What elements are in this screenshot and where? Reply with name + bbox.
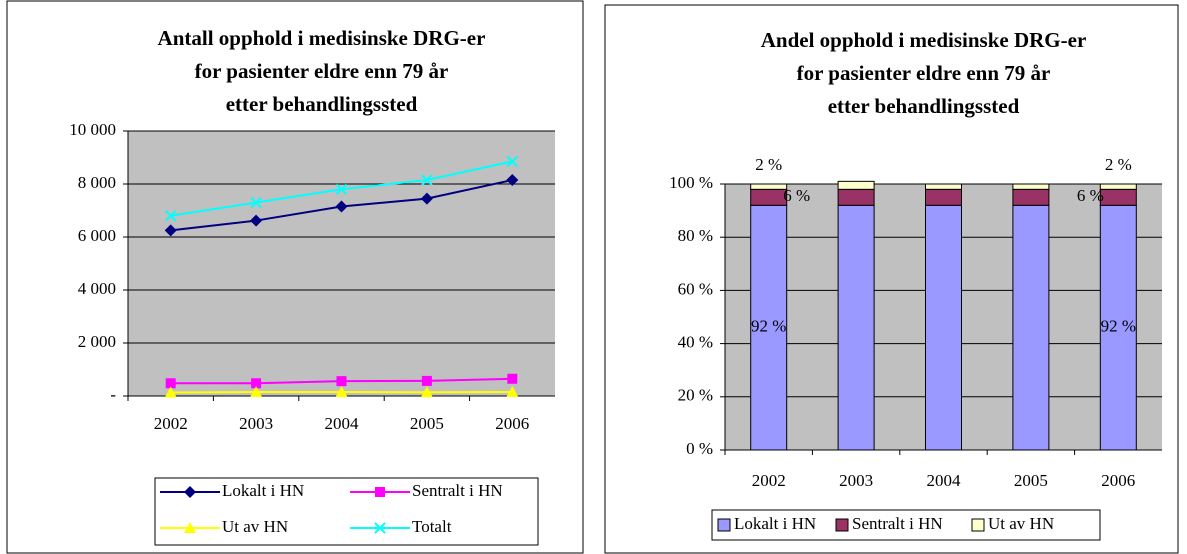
bar-segment [750, 204, 788, 451]
legend-label: Ut av HN [222, 517, 288, 536]
bar-segment [1012, 183, 1050, 190]
chart-title: Antall opphold i medisinske DRG-er [158, 26, 486, 50]
plot-area [128, 131, 555, 396]
y-tick-label: 10 000 [69, 120, 116, 139]
x-tick-label: 2002 [752, 471, 786, 490]
bar-segment [837, 180, 875, 190]
marker [164, 386, 177, 398]
y-tick-label: 40 % [678, 333, 713, 352]
bar-segment [1012, 204, 1050, 451]
bar-segment [1099, 188, 1137, 206]
bar-segment [1099, 204, 1137, 451]
marker [507, 373, 518, 384]
chart-title: etter behandlingssted [828, 94, 1020, 118]
y-tick-label: 0 % [686, 439, 713, 458]
bar-segment [1012, 188, 1050, 206]
data-label: 6 % [1077, 186, 1104, 205]
legend-label: Sentralt i HN [852, 514, 943, 533]
marker [421, 174, 433, 186]
marker [164, 210, 177, 222]
x-tick-label: 2003 [239, 414, 273, 433]
legend-swatch [835, 518, 849, 532]
chart-title: for pasienter eldre enn 79 år [797, 61, 1051, 85]
x-tick-label: 2004 [325, 414, 360, 433]
data-label: 6 % [783, 186, 810, 205]
marker [420, 386, 433, 398]
marker [506, 386, 519, 398]
marker [184, 486, 196, 498]
x-tick-label: 2005 [410, 414, 444, 433]
y-tick-label: - [110, 385, 116, 404]
y-tick-label: 4 000 [78, 279, 116, 298]
marker [335, 183, 348, 196]
y-tick-label: 2 000 [78, 332, 116, 351]
data-label: 92 % [751, 317, 786, 336]
y-tick-label: 60 % [678, 279, 713, 298]
chart-title: for pasienter eldre enn 79 år [195, 59, 449, 83]
x-tick-label: 2006 [1101, 471, 1135, 490]
marker [250, 386, 263, 398]
legend-label: Sentralt i HN [412, 481, 503, 500]
y-tick-label: 8 000 [78, 173, 116, 192]
y-tick-label: 100 % [669, 173, 713, 192]
marker [506, 174, 519, 187]
chart-title: etter behandlingssted [226, 92, 418, 116]
bar-segment [837, 204, 875, 451]
x-tick-label: 2002 [154, 414, 188, 433]
marker [335, 200, 348, 213]
marker [184, 522, 196, 533]
legend-swatch [971, 518, 985, 532]
legend-swatch [717, 518, 731, 532]
legend-label: Totalt [412, 517, 452, 536]
y-tick-label: 80 % [678, 226, 713, 245]
legend-label: Lokalt i HN [222, 481, 304, 500]
marker [251, 378, 262, 389]
legend-label: Lokalt i HN [734, 514, 816, 533]
chart-title: Andel opphold i medisinske DRG-er [761, 28, 1087, 52]
legend-box [711, 509, 1101, 541]
marker [420, 192, 433, 205]
legend-box [154, 477, 539, 546]
legend-label: Ut av HN [988, 514, 1054, 533]
marker [336, 376, 347, 387]
data-label: 2 % [755, 155, 782, 174]
marker [164, 224, 177, 237]
marker [375, 487, 385, 497]
bar-segment [750, 188, 788, 206]
marker [250, 196, 262, 209]
data-label: 2 % [1105, 155, 1132, 174]
marker [374, 522, 386, 534]
marker [421, 375, 432, 386]
y-tick-label: 20 % [678, 386, 713, 405]
y-tick-label: 6 000 [78, 226, 116, 245]
bar-segment [925, 188, 962, 206]
x-tick-label: 2004 [927, 471, 962, 490]
marker [506, 155, 519, 168]
marker [335, 386, 348, 398]
bar-segment [837, 188, 875, 206]
bar-segment [925, 204, 962, 451]
bar-segment [750, 183, 788, 190]
data-label: 92 % [1101, 317, 1136, 336]
x-tick-label: 2006 [495, 414, 529, 433]
marker [250, 214, 263, 227]
x-tick-label: 2003 [839, 471, 873, 490]
bar-segment [925, 183, 962, 190]
marker [165, 378, 176, 389]
x-tick-label: 2005 [1014, 471, 1048, 490]
bar-segment [1099, 183, 1137, 190]
